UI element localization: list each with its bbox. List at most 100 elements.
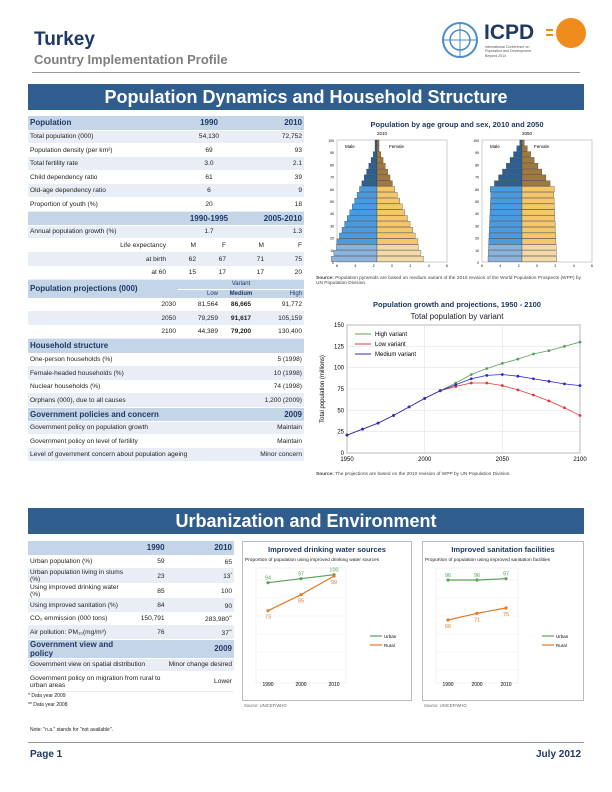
pyramid-title: Population by age group and sex, 2010 an… (370, 120, 544, 129)
pyramid-male-bar (368, 163, 378, 169)
pyramid-female-bar (376, 145, 380, 152)
series-point (266, 609, 270, 613)
pyramid-male-bar (488, 250, 523, 256)
pyramid-female-bar (521, 244, 557, 251)
pyramid-male-bar (333, 250, 378, 256)
table-row: Urban population living in slums (%) 23 13… (28, 568, 234, 584)
data-label: 75 (503, 612, 509, 618)
series-point (299, 577, 303, 581)
pyramid-female-bar (521, 232, 556, 239)
pyramid-male-bar (359, 186, 378, 193)
footnote-2009: * Data year 2009 (28, 693, 66, 699)
series-point (469, 381, 473, 385)
pyramid-male-bar (374, 145, 378, 152)
series-point (446, 618, 450, 622)
pyramid-male-bar (339, 232, 378, 239)
x-tick-label: 2000 (418, 457, 432, 463)
pyramid-year: 2010 (377, 131, 388, 136)
table-row: Nuclear households (%) 74 (1998) (28, 380, 304, 394)
pyramid-female-bar (376, 192, 398, 198)
pyramid-male-bar (490, 203, 523, 210)
data-label: 66 (445, 624, 451, 630)
pyramid-x-tick: 6 (336, 264, 338, 268)
pyramid-x-tick: 4 (354, 264, 356, 268)
un-emblem-icon (440, 20, 480, 60)
pyramid-female-bar (376, 174, 391, 181)
pyramid-x-tick: 6 (446, 264, 448, 268)
pyramid-male-bar (490, 186, 523, 193)
series-point (516, 357, 520, 361)
table-row: Using improved sanitation (%) 84 90 (28, 598, 234, 613)
sanitation-source: Source: UNICEF/WHO (424, 703, 467, 708)
pyramid-male-bar (336, 238, 378, 245)
page-subtitle: Country Implementation Profile (34, 52, 228, 67)
x-tick-label: 2010 (328, 682, 339, 688)
pyramid-female-bar (376, 250, 422, 256)
series-point (504, 606, 508, 610)
y-tick-label: 125 (334, 344, 345, 350)
series-point (475, 578, 479, 582)
x-tick-label: 2050 (496, 457, 510, 463)
growth-chart-subtitle: Total population by variant (410, 312, 504, 321)
pyramid-female-bar (521, 256, 557, 262)
series-point (485, 373, 489, 377)
table-row: 2100 44,389 79,200 130,400 (28, 325, 304, 339)
data-label: 73 (265, 615, 271, 621)
pyramid-male-label: Male (490, 144, 500, 149)
water-source: Source: UNICEF/WHO (244, 703, 287, 708)
pyramid-male-label: Male (345, 144, 355, 149)
series-point (469, 377, 473, 381)
pyramid-female-bar (376, 209, 406, 216)
pyramid-source: Source: Population pyramids are based on… (316, 276, 581, 286)
pyramid-female-bar (521, 157, 535, 163)
pyramid-male-bar (489, 215, 523, 222)
pyramid-age-tick: 60 (330, 188, 334, 192)
table-row: Government policy on population growth Ma… (28, 421, 304, 435)
table-row: Urban population (%) 59 65 (28, 555, 234, 569)
series-point (516, 388, 520, 392)
data-label: 85 (298, 599, 304, 605)
pyramid-female-bar (521, 226, 556, 233)
icpd-circle-logo (556, 18, 586, 48)
series-point (532, 377, 535, 381)
pyramid-female-bar (521, 203, 555, 210)
pyramid-male-bar (490, 197, 523, 204)
series-point (266, 581, 270, 585)
pyramid-male-bar (341, 226, 378, 233)
note-na: Note: "n.a." stands for "not available". (30, 727, 113, 733)
pyramid-female-bar (376, 244, 419, 251)
pyramid-female-bar (521, 221, 556, 227)
pyramid-male-bar (331, 256, 378, 262)
pyramid-female-bar (376, 163, 386, 169)
series-point (469, 373, 473, 376)
pyramid-age-tick: 0 (477, 261, 479, 265)
data-label: 97 (298, 572, 304, 578)
table-row: 2030 81,564 86,665 91,772 (28, 298, 304, 312)
logo-text: ICPD (484, 21, 535, 44)
data-label: 71 (474, 617, 480, 623)
series-point (500, 362, 504, 365)
y-tick-label: 50 (337, 408, 344, 414)
series-point (563, 406, 566, 410)
pyramid-male-bar (516, 145, 523, 152)
pyramid-male-bar (370, 157, 378, 163)
pyramid-female-bar (521, 151, 531, 158)
table-row: Female-headed households (%) 10 (1998) (28, 366, 304, 381)
pyramid-female-bar (376, 168, 388, 175)
data-label: 97 (503, 572, 509, 578)
pyramid-male-bar (506, 163, 523, 169)
footnote-2008: ** Data year 2008 (28, 702, 68, 708)
series-point (563, 344, 566, 348)
pyramid-male-bar (509, 157, 523, 163)
pyramid-age-tick: 60 (475, 188, 479, 192)
table-row: CO₂ emmission (000 tons) 150,791 283,980** (28, 612, 234, 626)
pyramid-female-bar (521, 215, 556, 222)
pyramid-age-tick: 100 (473, 139, 479, 143)
legend-label: Medium variant (375, 352, 416, 358)
y-axis-label: Total population (millions) (320, 355, 326, 423)
pyramid-female-bar (376, 203, 403, 210)
footer-date: July 2012 (536, 749, 582, 760)
x-tick-label: 1990 (442, 682, 453, 688)
pyramid-male-bar (489, 226, 523, 233)
